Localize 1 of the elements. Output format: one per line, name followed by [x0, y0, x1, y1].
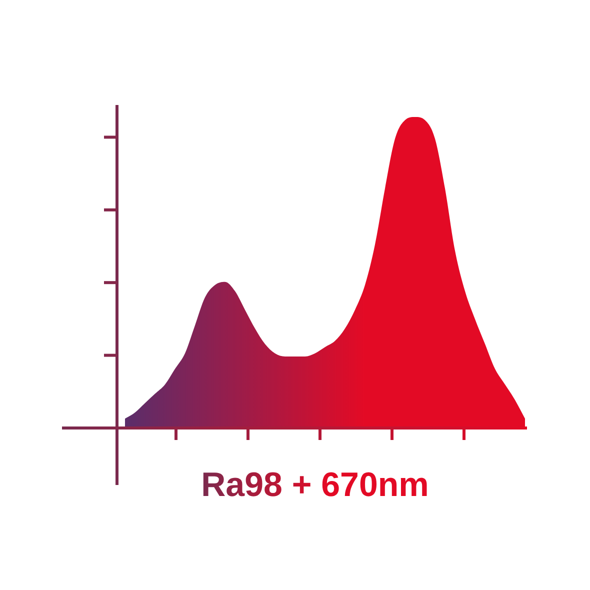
text: Ra98 + 670nm: [201, 466, 429, 504]
